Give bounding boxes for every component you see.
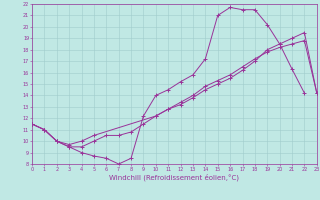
X-axis label: Windchill (Refroidissement éolien,°C): Windchill (Refroidissement éolien,°C) xyxy=(109,173,239,181)
